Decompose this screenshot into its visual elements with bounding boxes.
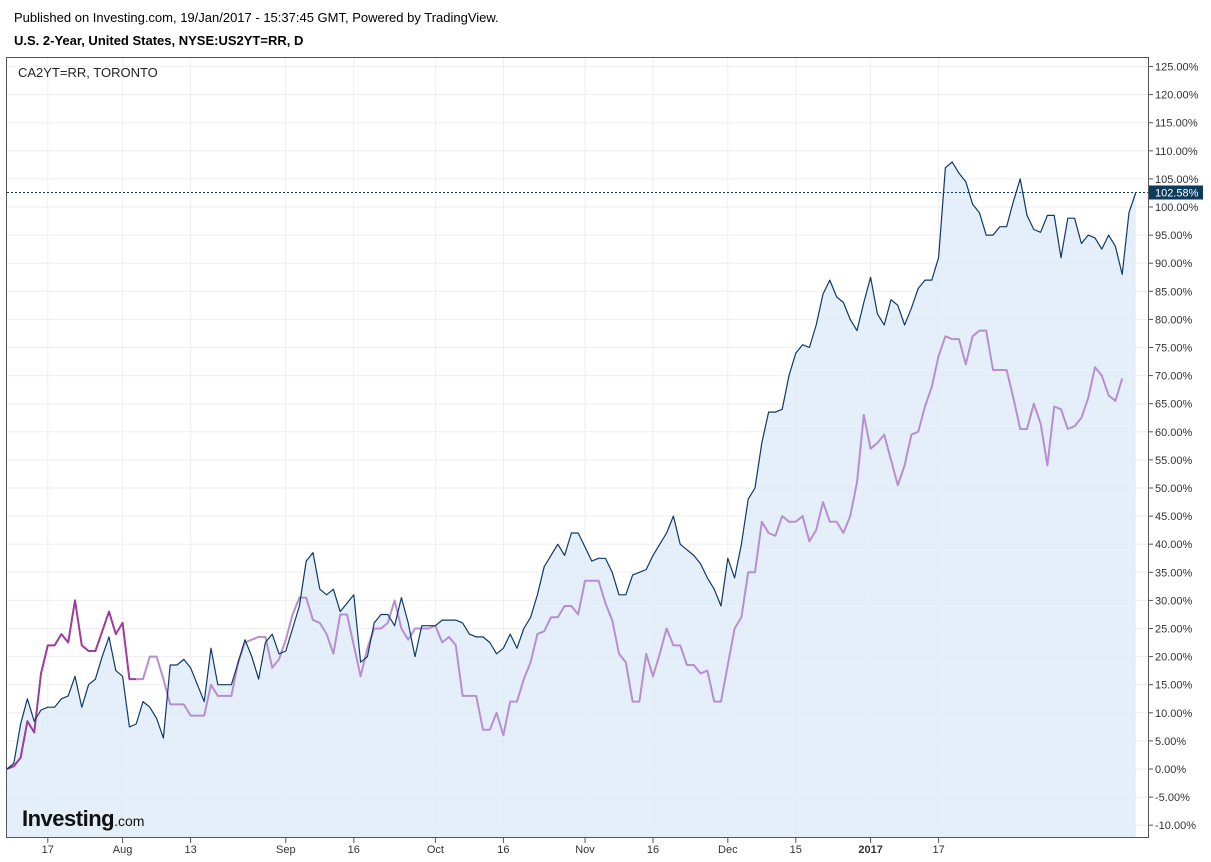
y-tick-label: 70.00% [1155,371,1193,383]
ca-series-line-early [6,599,137,770]
x-tick-label: 16 [647,844,659,856]
price-scale-separator [1148,57,1149,838]
x-tick-label: Oct [427,844,444,856]
x-tick-label: 17 [42,844,54,856]
y-tick-label: 120.00% [1155,90,1199,102]
y-tick-label: 50.00% [1155,483,1193,495]
y-tick-label: 10.00% [1155,708,1193,720]
y-tick-label: 90.00% [1155,258,1193,270]
last-value-marker: 102.58% [7,185,1203,200]
y-tick-label: 0.00% [1155,764,1186,776]
y-tick-label: -10.00% [1155,820,1196,832]
x-tick-label: 13 [184,844,196,856]
legend-series-label[interactable]: CA2YT=RR, TORONTO [18,65,158,80]
y-tick-label: -5.00% [1155,792,1190,804]
y-tick-label: 30.00% [1155,595,1193,607]
y-tick-label: 20.00% [1155,652,1193,664]
y-tick-label: 15.00% [1155,680,1193,692]
y-tick-label: 40.00% [1155,539,1193,551]
x-tick-label: Dec [718,844,738,856]
y-tick-label: 65.00% [1155,399,1193,411]
y-tick-label: 95.00% [1155,230,1193,242]
x-tick-label: 17 [932,844,944,856]
y-tick-label: 25.00% [1155,624,1193,636]
x-tick-label: 2017 [858,844,882,856]
y-tick-label: 110.00% [1155,146,1198,158]
x-tick-label: 16 [497,844,509,856]
y-tick-label: 115.00% [1155,118,1198,130]
y-tick-label: 5.00% [1155,736,1186,748]
y-tick-label: 80.00% [1155,314,1193,326]
us-series-line [6,161,1137,770]
last-value-badge [1149,185,1203,200]
chart-title: U.S. 2-Year, United States, NYSE:US2YT=R… [14,33,304,48]
plot-area [6,161,1137,837]
x-tick-label: Nov [575,844,595,856]
logo-word: Investing [22,806,115,831]
x-tick-label: 15 [790,844,802,856]
y-tick-label: 45.00% [1155,511,1193,523]
y-tick-label: 35.00% [1155,567,1193,579]
y-tick-label: 75.00% [1155,343,1193,355]
us-area-fill [7,162,1136,837]
x-tick-label: 16 [348,844,360,856]
investing-logo: Investing.com [22,806,144,832]
y-tick-label: 60.00% [1155,427,1193,439]
y-tick-label: 125.00% [1155,62,1199,74]
y-tick-label: 55.00% [1155,455,1193,467]
published-note: Published on Investing.com, 19/Jan/2017 … [14,10,499,25]
y-axis[interactable]: 125.00% 120.00% 115.00% 110.00% 105.00% 100.0… [1148,62,1199,833]
last-value-label: 102.58% [1155,188,1199,200]
y-tick-label: 105.00% [1155,174,1199,186]
x-tick-label: Sep [276,844,296,856]
y-tick-label: 100.00% [1155,202,1199,214]
y-tick-label: 85.00% [1155,286,1193,298]
x-tick-label: Aug [113,844,133,856]
logo-suffix: .com [114,813,145,829]
x-axis[interactable]: 17 Aug 13 Sep 16 Oct 16 Nov 16 Dec 15 2017 17 [42,838,945,856]
